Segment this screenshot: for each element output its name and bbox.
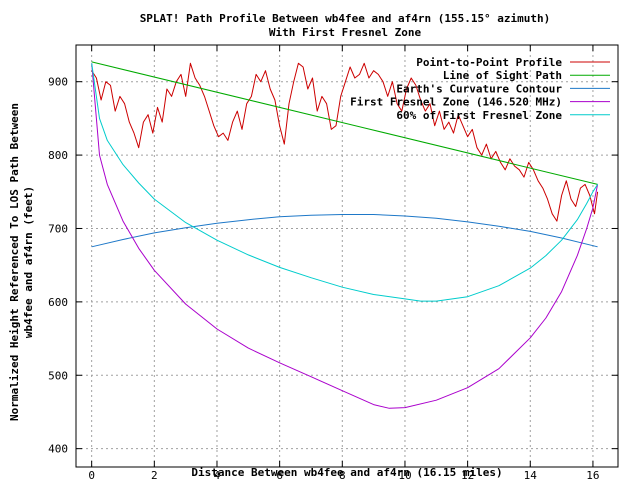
series-line-60-of-first-fresnel-zone bbox=[91, 63, 599, 302]
x-tick-label: 6 bbox=[276, 469, 283, 480]
plot-frame bbox=[75, 44, 619, 468]
legend-label: Earth's Curvature Contour bbox=[396, 82, 562, 95]
series-group bbox=[91, 61, 599, 409]
y-axis-title-line2: wb4fee and af4rn (feet) bbox=[22, 186, 35, 338]
x-tick-label: 2 bbox=[151, 469, 158, 480]
chart-title: SPLAT! Path Profile Between wb4fee and a… bbox=[140, 12, 551, 25]
y-tick-label: 900 bbox=[48, 76, 68, 89]
y-tick-label: 800 bbox=[48, 149, 68, 162]
chart-subtitle: With First Fresnel Zone bbox=[269, 26, 422, 39]
x-axis-title: Distance Between wb4fee and af4rn (16.15… bbox=[191, 466, 502, 479]
axis-ticks: 0 2 4 6 8 10 12 14 16 400 500 600 700 800 900 bbox=[48, 45, 618, 480]
y-tick-label: 500 bbox=[48, 369, 68, 382]
x-tick-label: 8 bbox=[339, 469, 346, 480]
series-line-first-fresnel-zone-146-520-mhz bbox=[91, 63, 599, 409]
x-tick-label: 14 bbox=[524, 469, 538, 480]
legend-label: Line of Sight Path bbox=[443, 69, 562, 82]
y-tick-label: 700 bbox=[48, 222, 68, 235]
x-tick-label: 0 bbox=[88, 469, 95, 480]
grid bbox=[76, 45, 618, 467]
y-tick-label: 400 bbox=[48, 443, 68, 456]
legend-label: First Fresnel Zone (146.520 MHz) bbox=[350, 96, 562, 109]
series-line-earth-s-curvature-contour bbox=[91, 214, 598, 248]
series-line-line-of-sight-path bbox=[91, 61, 598, 185]
x-tick-label: 10 bbox=[398, 469, 411, 480]
series-line-point-to-point-profile bbox=[91, 62, 599, 222]
y-axis-title-line1: Normalized Height Referenced To LOS Path… bbox=[8, 103, 21, 421]
y-tick-label: 600 bbox=[48, 296, 68, 309]
legend-label: Point-to-Point Profile bbox=[416, 56, 562, 69]
x-tick-label: 4 bbox=[214, 469, 221, 480]
x-tick-label: 16 bbox=[586, 469, 599, 480]
x-tick-label: 12 bbox=[461, 469, 474, 480]
legend-label: 60% of First Fresnel Zone bbox=[396, 109, 562, 122]
